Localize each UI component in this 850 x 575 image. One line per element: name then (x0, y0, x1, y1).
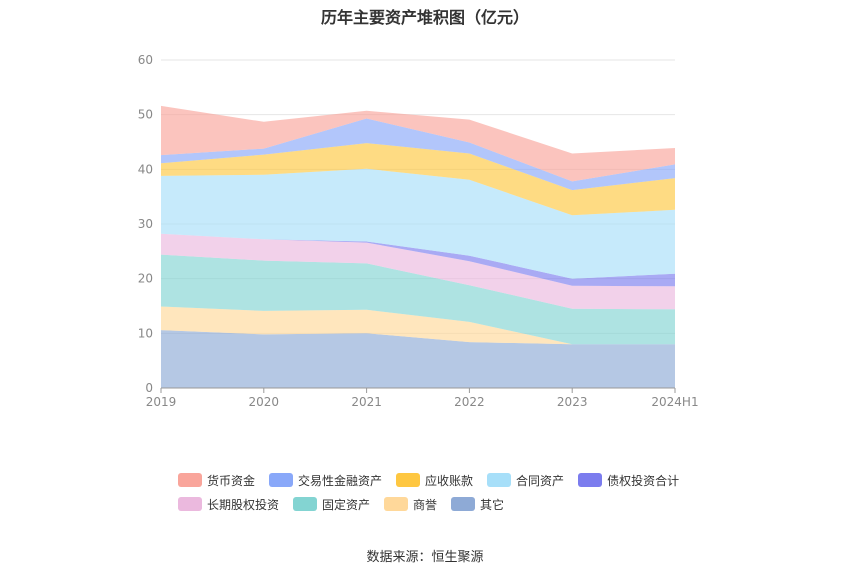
legend-swatch (269, 473, 294, 487)
source-note: 数据来源：恒生聚源 (366, 550, 484, 565)
area-债权投资合计 (161, 233, 675, 287)
legend-label: 合同资产 (516, 473, 565, 488)
x-tick-label: 2023 (557, 395, 588, 409)
legend-label: 交易性金融资产 (298, 473, 383, 488)
legend-swatch (384, 497, 409, 511)
legend-label: 应收账款 (425, 473, 474, 488)
legend-item[interactable]: 合同资产 (487, 472, 564, 488)
x-tick-label: 2021 (351, 395, 382, 409)
legend-item[interactable]: 固定资产 (293, 496, 370, 512)
y-tick-label: 40 (138, 162, 153, 176)
x-tick-label: 2019 (146, 395, 177, 409)
legend-item[interactable]: 货币资金 (178, 472, 255, 488)
area-合同资产 (161, 168, 675, 279)
legend-swatch (293, 497, 318, 511)
y-tick-label: 30 (138, 217, 153, 231)
chart-title: 历年主要资产堆积图（亿元） (320, 8, 529, 27)
legend-swatch (178, 497, 202, 511)
area-货币资金 (161, 105, 675, 182)
chart-legend: 货币资金 交易性金融资产 应收账款 合同资产 债权投资合计长期股权投资 固定资产 商誉 其它 (178, 472, 738, 512)
y-tick-label: 20 (138, 272, 153, 286)
y-tick-label: 60 (138, 53, 153, 67)
legend-item[interactable]: 其它 (451, 496, 504, 512)
legend-swatch (396, 473, 421, 487)
legend-label: 债权投资合计 (607, 473, 680, 488)
area-其它 (161, 330, 675, 388)
legend-label: 固定资产 (322, 497, 371, 512)
legend-item[interactable]: 商誉 (384, 496, 437, 512)
legend-swatch (487, 473, 512, 487)
legend-label: 货币资金 (207, 473, 256, 488)
area-应收账款 (161, 143, 675, 216)
legend-item[interactable]: 长期股权投资 (178, 496, 279, 512)
y-tick-label: 0 (145, 381, 153, 395)
legend-label: 商誉 (413, 497, 438, 512)
area-商誉 (161, 306, 675, 345)
legend-label: 其它 (480, 497, 505, 512)
legend-swatch (578, 473, 603, 487)
legend-item[interactable]: 应收账款 (396, 472, 473, 488)
legend-item[interactable]: 债权投资合计 (578, 472, 679, 488)
y-tick-label: 10 (138, 326, 153, 340)
area-固定资产 (161, 254, 675, 345)
x-tick-label: 2024H1 (651, 395, 698, 409)
legend-label: 长期股权投资 (207, 497, 280, 512)
area-长期股权投资 (161, 233, 675, 310)
area-交易性金融资产 (161, 118, 675, 191)
legend-swatch (451, 497, 476, 511)
x-tick-label: 2022 (454, 395, 485, 409)
x-tick-label: 2020 (249, 395, 280, 409)
legend-swatch (178, 473, 202, 487)
legend-item[interactable]: 交易性金融资产 (269, 472, 382, 488)
y-tick-label: 50 (138, 108, 153, 122)
